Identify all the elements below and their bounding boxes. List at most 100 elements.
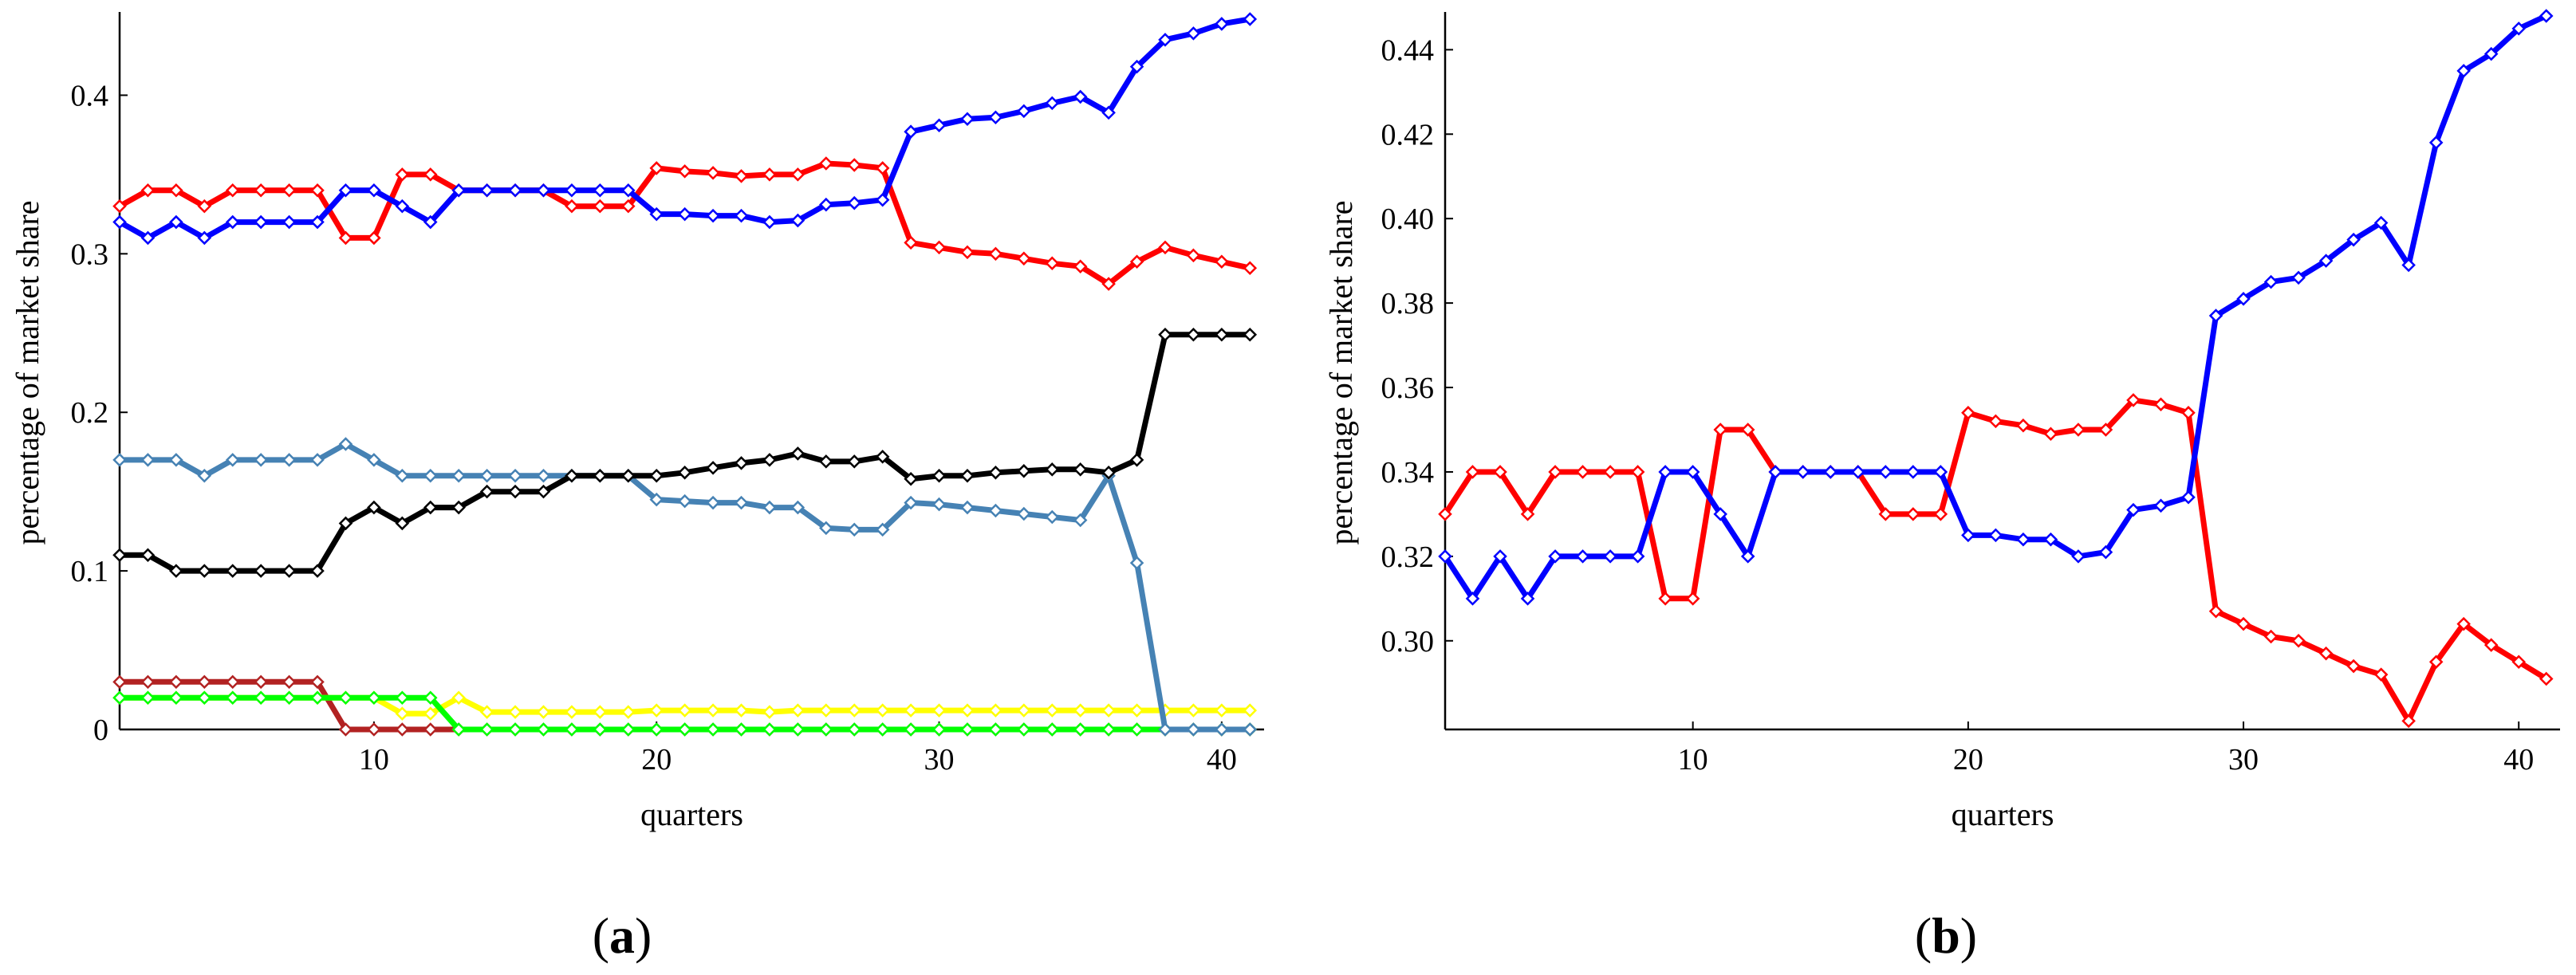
data-point-steelblue (790, 500, 805, 515)
data-point-red (932, 240, 947, 255)
data-point-yellow (875, 703, 890, 717)
data-point-green (282, 690, 297, 705)
data-point-black (847, 454, 862, 469)
data-point-red (734, 169, 749, 183)
data-point-blue (451, 183, 466, 198)
data-point-yellow (593, 705, 608, 719)
data-point-steelblue (197, 469, 212, 483)
data-point-green (565, 722, 579, 737)
data-point-red (875, 161, 890, 175)
data-point-steelblue (112, 453, 127, 467)
data-point-red (1685, 592, 1700, 606)
data-point-black (762, 453, 777, 467)
data-point-red (1988, 414, 2003, 429)
data-point-black (960, 469, 975, 483)
data-point-yellow (904, 703, 918, 717)
data-point-yellow (819, 703, 833, 717)
data-point-green (621, 722, 636, 737)
data-point-black (1101, 466, 1116, 480)
data-point-steelblue (904, 495, 918, 510)
data-point-red (621, 199, 636, 214)
data-point-blue (819, 197, 833, 212)
data-point-steelblue (536, 469, 551, 483)
data-point-blue (1851, 465, 1865, 479)
panel-a: 0 0.1 0.2 0.3 0.4 10 20 30 40 quarters percentage … (10, 12, 1264, 964)
data-point-brown (423, 722, 438, 737)
data-point-black (536, 484, 551, 499)
data-point-steelblue (225, 453, 240, 467)
panel-b: 0.30 0.32 0.34 0.36 0.38 0.40 0.42 0.44 10 20 30 40… (1323, 9, 2560, 964)
data-point-yellow (734, 703, 749, 717)
data-point-yellow (706, 703, 720, 717)
data-point-green (395, 690, 410, 705)
data-point-green (140, 690, 156, 705)
data-point-black (706, 461, 720, 475)
data-point-yellow (1045, 703, 1060, 717)
data-point-red (1603, 465, 1617, 479)
data-point-red (1548, 465, 1562, 479)
data-point-red (1045, 256, 1060, 271)
data-point-black (367, 500, 381, 515)
data-point-blue (2428, 136, 2444, 150)
data-point-red (1465, 465, 1480, 479)
data-point-blue (2153, 498, 2168, 513)
data-point-red (1243, 261, 1258, 276)
data-point-blue (395, 199, 410, 214)
data-point-green (734, 722, 749, 737)
data-point-blue (2456, 64, 2471, 78)
data-point-red (677, 164, 692, 179)
data-point-green (649, 722, 664, 737)
data-point-green (367, 690, 381, 705)
data-point-green (988, 722, 1003, 737)
data-point-green (790, 722, 805, 737)
data-point-blue (565, 183, 579, 198)
data-point-blue (1823, 465, 1838, 479)
data-point-blue (2539, 9, 2554, 23)
data-point-red (1438, 507, 1452, 521)
data-point-red (2456, 616, 2471, 631)
data-point-black (649, 469, 664, 483)
data-point-green (677, 722, 692, 737)
data-point-blue (1493, 549, 1507, 564)
data-point-blue (2043, 532, 2058, 547)
data-point-blue (1933, 465, 1948, 479)
data-point-blue (593, 183, 608, 198)
data-point-blue (536, 183, 551, 198)
y-axis-title: percentage of market share (10, 201, 45, 545)
panel-label-letter: b (1932, 907, 1960, 964)
data-point-black (904, 471, 918, 486)
y-axis-title: percentage of market share (1323, 201, 1359, 545)
data-point-blue (479, 183, 494, 198)
data-point-black (225, 564, 240, 578)
data-point-steelblue (677, 493, 692, 509)
y-tick-label: 0.32 (1381, 541, 1435, 574)
data-point-blue (1630, 549, 1645, 564)
data-point-yellow (1243, 703, 1258, 717)
data-point-red (1740, 423, 1755, 437)
data-point-red (1713, 423, 1727, 437)
data-point-red (847, 158, 862, 172)
data-point-red (2428, 655, 2444, 670)
data-point-black (395, 516, 410, 531)
data-point-blue (508, 183, 522, 198)
data-point-steelblue (479, 469, 494, 483)
data-point-green (536, 722, 551, 737)
data-point-yellow (536, 705, 551, 719)
data-point-yellow (1073, 703, 1088, 717)
data-point-green (1073, 722, 1088, 737)
data-point-blue (1768, 465, 1782, 479)
data-point-blue (1520, 592, 1535, 606)
data-point-steelblue (988, 503, 1003, 518)
data-point-yellow (649, 703, 664, 717)
data-point-blue (2401, 258, 2416, 273)
data-point-blue (649, 206, 664, 222)
data-point-black (1158, 327, 1172, 342)
panel-label: (b) (1915, 907, 1977, 964)
data-point-yellow (479, 705, 494, 719)
data-point-black (734, 456, 749, 470)
data-point-black (338, 516, 353, 531)
data-point-black (1045, 462, 1060, 477)
data-point-green (706, 722, 720, 737)
data-point-blue (2236, 292, 2251, 306)
data-point-red (2539, 671, 2554, 686)
